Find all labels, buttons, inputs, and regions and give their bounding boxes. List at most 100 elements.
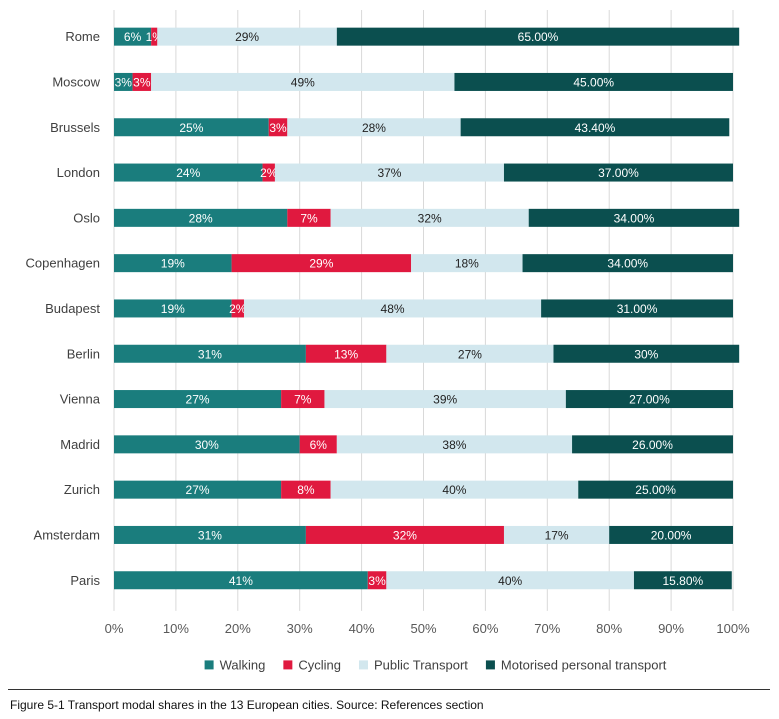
figure-caption: Figure 5-1 Transport modal shares in the… — [10, 698, 484, 712]
x-tick-label: 0% — [105, 621, 124, 636]
caption-divider — [8, 689, 770, 690]
data-label: 15.80% — [663, 574, 704, 588]
bar-segment — [287, 208, 331, 227]
data-label: 38% — [442, 438, 466, 452]
data-label: 37.00% — [598, 166, 639, 180]
data-label: 27.00% — [629, 393, 670, 407]
x-tick-label: 90% — [658, 621, 684, 636]
bar-segment — [132, 72, 152, 91]
data-label: 25.00% — [635, 483, 676, 497]
data-label: 6% — [310, 438, 328, 452]
data-label: 27% — [186, 483, 210, 497]
bar-segment — [503, 525, 610, 544]
category-label: London — [57, 165, 100, 180]
data-label: 20.00% — [651, 528, 692, 542]
bar-segment — [553, 344, 740, 363]
bar-segment — [522, 254, 733, 273]
bar-segment — [460, 118, 730, 137]
data-label: 7% — [300, 211, 318, 225]
bar-segment — [572, 435, 733, 454]
x-tick-label: 100% — [716, 621, 750, 636]
data-label: 3% — [133, 75, 151, 89]
data-label: 3% — [115, 75, 133, 89]
bar-segment — [336, 435, 573, 454]
bar-segment — [411, 254, 523, 273]
legend-label: Motorised personal transport — [501, 657, 667, 672]
bar-segment — [299, 435, 337, 454]
data-label: 32% — [418, 211, 442, 225]
x-tick-label: 10% — [163, 621, 189, 636]
data-label: 65.00% — [518, 30, 559, 44]
category-label: Amsterdam — [34, 527, 100, 542]
data-label: 25% — [179, 121, 203, 135]
bar-segment — [243, 299, 542, 318]
bar-segment — [114, 480, 282, 499]
bar-segment — [151, 27, 158, 46]
x-tick-label: 40% — [349, 621, 375, 636]
bar-segment — [114, 163, 263, 182]
bar-segment — [114, 571, 368, 590]
x-tick-label: 50% — [410, 621, 436, 636]
bar-segment — [114, 27, 152, 46]
legend-swatch — [283, 660, 293, 670]
bar-segment — [330, 480, 579, 499]
bar-segment — [578, 480, 733, 499]
bar-segment — [386, 344, 554, 363]
bar-segment — [454, 72, 733, 91]
category-label: Copenhagen — [26, 256, 100, 271]
data-label: 48% — [381, 302, 405, 316]
data-label: 40% — [442, 483, 466, 497]
bar-segment — [305, 344, 387, 363]
data-label: 28% — [362, 121, 386, 135]
data-label: 31% — [198, 347, 222, 361]
data-label: 29% — [309, 257, 333, 271]
data-label: 31.00% — [617, 302, 658, 316]
x-tick-label: 30% — [287, 621, 313, 636]
x-tick-label: 20% — [225, 621, 251, 636]
data-label: 34.00% — [614, 211, 655, 225]
data-label: 49% — [291, 75, 315, 89]
bar-segment — [305, 525, 504, 544]
bar-segment — [114, 72, 133, 91]
bar-segment — [151, 72, 455, 91]
bar-segment — [262, 163, 275, 182]
bar-segment — [503, 163, 733, 182]
data-label: 43.40% — [575, 121, 616, 135]
bar-segment — [324, 390, 566, 409]
legend-swatch — [485, 660, 495, 670]
data-label: 32% — [393, 528, 417, 542]
data-label: 19% — [161, 302, 185, 316]
category-label: Zurich — [64, 482, 100, 497]
x-tick-label: 70% — [534, 621, 560, 636]
legend-label: Cycling — [298, 657, 341, 672]
bar-segment — [287, 118, 461, 137]
data-label: 39% — [433, 393, 457, 407]
data-label: 31% — [198, 528, 222, 542]
data-label: 3% — [368, 574, 386, 588]
category-label: Paris — [70, 573, 100, 588]
bar-segment — [609, 525, 733, 544]
data-label: 18% — [455, 257, 479, 271]
bar-segment — [330, 208, 529, 227]
category-label: Brussels — [50, 120, 100, 135]
bar-segment — [281, 390, 325, 409]
bar-segment — [281, 480, 331, 499]
data-label: 30% — [634, 347, 658, 361]
bar-segment — [231, 254, 412, 273]
data-label: 19% — [161, 257, 185, 271]
bar-segment — [157, 27, 337, 46]
data-label: 17% — [545, 528, 569, 542]
bar-segment — [231, 299, 244, 318]
bar-segment — [268, 118, 288, 137]
data-label: 2% — [229, 302, 247, 316]
data-label: 30% — [195, 438, 219, 452]
data-label: 27% — [186, 393, 210, 407]
bar-segment — [114, 344, 306, 363]
bar-segment — [114, 525, 306, 544]
category-label: Rome — [65, 29, 100, 44]
bar-segment — [336, 27, 740, 46]
bar-segment — [528, 208, 740, 227]
category-label: Moscow — [52, 74, 100, 89]
legend-swatch — [204, 660, 214, 670]
bar-segment — [114, 208, 288, 227]
